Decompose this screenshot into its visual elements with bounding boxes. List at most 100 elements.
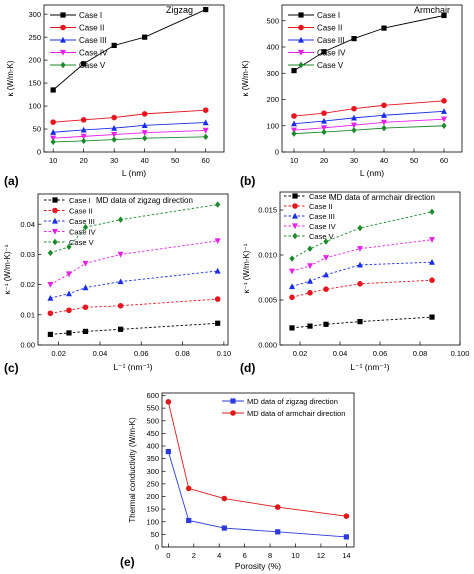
x-tick-label: 0.02 [293, 349, 308, 358]
x-tick-label: 0.04 [93, 349, 108, 358]
data-point [165, 399, 172, 405]
data-point [323, 321, 329, 327]
data-point [291, 68, 297, 74]
y-tick-label: 450 [146, 429, 159, 438]
x-tick-label: 12 [317, 551, 325, 560]
x-tick-label: 30 [110, 156, 118, 165]
data-point [118, 216, 124, 223]
data-point [323, 238, 329, 245]
data-point [429, 259, 435, 265]
panel-b-armchair-chart: 10 20 30 40 50 60 0 100 200 300 400 500 L (nm) κ (W/m… [241, 4, 463, 178]
y-tick-label: 300 [146, 467, 159, 476]
legend-label: Case III [309, 212, 335, 221]
data-point [185, 485, 192, 492]
data-point [291, 120, 297, 127]
x-tick-label: 40 [380, 156, 388, 165]
data-point [291, 130, 297, 137]
legend-marker [60, 12, 66, 18]
data-point [381, 124, 387, 132]
data-point [82, 224, 89, 231]
series-line [52, 9, 206, 91]
y-tick-label: 0 [37, 148, 41, 157]
data-point [289, 268, 295, 275]
legend-marker [60, 61, 66, 69]
y-tick-label: 350 [146, 454, 159, 463]
series-line [50, 298, 218, 314]
legend-marker [230, 398, 236, 404]
legend-marker [292, 193, 298, 199]
y-tick-label: 100 [28, 102, 41, 111]
chart-title: Zigzag [166, 5, 193, 15]
data-point [81, 61, 87, 67]
data-point [118, 326, 124, 332]
x-tick-label: 20 [320, 156, 328, 165]
data-point [82, 304, 89, 311]
data-point [203, 6, 209, 13]
y-tick-label: 300 [266, 69, 279, 78]
y-tick-label: 500 [146, 416, 159, 425]
data-point [80, 126, 87, 133]
legend-label: MD data of armchair direction [247, 409, 345, 418]
x-tick-label: 0.100 [451, 349, 470, 358]
chart-title: Armchair [414, 5, 450, 15]
data-point [141, 130, 148, 136]
y-tick-label: 400 [266, 43, 279, 52]
x-tick-label: 0.06 [373, 349, 388, 358]
legend-label: Case V [317, 61, 344, 70]
data-point [351, 36, 357, 42]
legend-label: Case V [69, 238, 94, 247]
data-point [214, 238, 221, 245]
data-point [351, 127, 357, 134]
legend-marker [298, 36, 304, 43]
data-point [343, 513, 350, 519]
x-tick-label: 4 [217, 551, 221, 560]
panel-c-zigzag-inverse-chart: 0.02 0.04 0.06 0.08 0.10 0.00 0.01 0.02 0.03 0.04… [3, 193, 231, 372]
panel-label-d: (d) [240, 361, 255, 375]
y-tick-label: 0.005 [258, 296, 277, 305]
panel-label-b: (b) [240, 174, 255, 188]
data-point [307, 323, 313, 329]
data-point [357, 261, 363, 268]
data-point [441, 122, 447, 129]
data-point [141, 122, 148, 128]
y-tick-label: 200 [28, 56, 41, 65]
series-line [291, 316, 433, 329]
data-point [429, 277, 435, 284]
x-tick-label: 0.08 [413, 349, 428, 358]
data-point [202, 107, 209, 113]
data-point [111, 42, 117, 49]
legend-label: Case II [317, 24, 342, 33]
plot-frame [281, 4, 463, 153]
y-tick-label: 100 [146, 517, 159, 526]
legend-label: Case III [69, 217, 95, 226]
x-tick-label: 0.06 [134, 349, 149, 358]
legend-marker [292, 223, 298, 230]
data-point [50, 135, 57, 142]
data-point [47, 294, 54, 301]
legend-label: MD data of zigzag direction [247, 397, 338, 406]
data-point [65, 271, 72, 278]
data-point [111, 124, 118, 131]
data-point [441, 98, 447, 104]
data-point [289, 294, 295, 301]
plot-frame [279, 191, 461, 346]
chart-title: MD data of armchair direction [330, 193, 435, 202]
data-point [321, 117, 327, 124]
legend-label: Case III [317, 36, 345, 45]
data-point [307, 290, 313, 296]
data-point [165, 448, 171, 455]
x-tick-label: 60 [440, 156, 448, 165]
panel-label-a: (a) [4, 174, 19, 188]
plot-frame [43, 4, 225, 153]
data-point [381, 25, 387, 31]
x-tick-label: 10 [290, 156, 298, 165]
x-tick-label: 0 [166, 551, 170, 560]
legend-marker [60, 24, 66, 31]
data-point [307, 245, 313, 252]
legend-label: Case III [79, 36, 107, 45]
x-tick-label: 30 [350, 156, 358, 165]
data-point [80, 133, 87, 140]
series-line [293, 100, 445, 117]
data-point [82, 260, 89, 267]
